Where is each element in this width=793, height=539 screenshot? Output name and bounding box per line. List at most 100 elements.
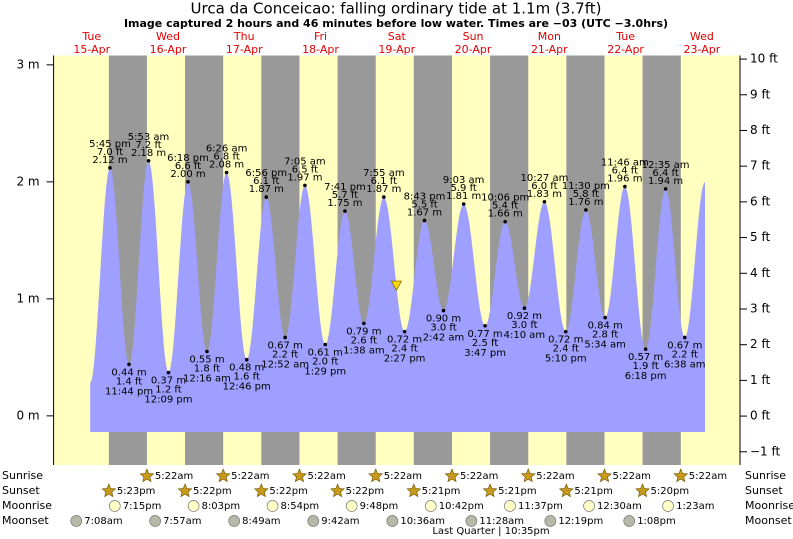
current-level-marker (390, 280, 403, 291)
height-label: 2.08 m (209, 160, 244, 171)
feet-label: 2.4 ft (391, 344, 417, 355)
y2-tick-label: 2 ft (750, 337, 770, 351)
event-time: 12:30am (597, 501, 642, 512)
event-time: 7:08am (84, 516, 122, 527)
extreme-point (264, 195, 269, 199)
y-tick-label: 0 m (16, 408, 39, 422)
day-name: Thu (233, 30, 255, 43)
extreme-point (323, 342, 328, 347)
moon-icon (386, 515, 399, 527)
time-label: 5:53 am (128, 132, 170, 143)
event-time: 5:21pm (422, 486, 461, 497)
time-label: 6:38 am (664, 359, 706, 370)
height-label: 1.87 m (366, 184, 401, 195)
sun-icon (101, 483, 117, 498)
time-label: 6:56 pm (245, 168, 287, 179)
event-time: 7:57am (163, 516, 201, 527)
height-label: 1.67 m (407, 207, 442, 218)
time-label: 12:09 pm (144, 395, 192, 406)
feet-label: 3.0 ft (511, 320, 537, 331)
y2-tick-label: 9 ft (750, 87, 770, 101)
height-label: 0.67 m (667, 340, 702, 351)
moon-icon (266, 500, 279, 512)
moon-icon (187, 500, 200, 512)
sun-icon (444, 468, 460, 483)
feet-label: 6.1 ft (253, 176, 279, 187)
event-time: 1:23am (676, 501, 714, 512)
feet-label: 2.5 ft (472, 338, 498, 349)
event-time: 10:36am (400, 516, 445, 527)
feet-label: 2.2 ft (672, 349, 698, 360)
time-label: 6:18 pm (167, 153, 209, 164)
height-label: 2.12 m (92, 155, 127, 166)
extreme-point (522, 306, 527, 311)
moon-icon (307, 515, 320, 527)
y2-tick-label: 0 ft (750, 409, 770, 423)
height-label: 0.90 m (426, 314, 461, 325)
time-label: 12:46 pm (223, 382, 271, 393)
event-time: 5:22pm (269, 486, 308, 497)
feet-label: 5.4 ft (492, 201, 518, 212)
extreme-point (224, 170, 229, 175)
height-label: 0.92 m (507, 311, 542, 322)
sun-icon (292, 468, 307, 483)
day-date: 17-Apr (226, 43, 263, 56)
event-time: 5:22am (689, 471, 727, 482)
time-label: 1:38 am (343, 345, 385, 356)
sun-icon (177, 483, 193, 498)
event-time: 10:42pm (439, 501, 484, 512)
time-label: 11:46 am (601, 158, 649, 169)
event-time: 8:54pm (281, 501, 320, 512)
row-label-right: Sunrise (745, 469, 786, 482)
moon-icon (544, 515, 557, 527)
y2-tick-label: 4 ft (750, 266, 770, 280)
row-label-left: Sunrise (2, 469, 43, 482)
feet-label: 5.9 ft (451, 183, 477, 194)
day-date: 16-Apr (150, 43, 187, 56)
sun-icon (597, 468, 612, 483)
height-label: 2.18 m (131, 148, 166, 159)
moon-icon (504, 500, 516, 512)
height-label: 1.83 m (527, 189, 562, 200)
height-label: 2.00 m (170, 169, 205, 180)
extreme-point (303, 183, 307, 188)
height-label: 1.87 m (249, 184, 284, 195)
day-name: Fri (314, 30, 327, 43)
y-tick-label: 3 m (16, 57, 39, 71)
height-label: 1.75 m (327, 198, 362, 209)
feet-label: 2.2 ft (272, 349, 298, 360)
event-time: 8:49am (242, 516, 280, 527)
day-date: 19-Apr (378, 43, 415, 56)
feet-label: 5.8 ft (573, 189, 599, 200)
feet-label: 1.8 ft (194, 364, 220, 375)
height-label: 0.67 m (268, 340, 303, 351)
y2-tick-label: 3 ft (750, 301, 770, 315)
event-time: 5:22am (307, 471, 345, 482)
extreme-point (584, 208, 588, 212)
height-label: 0.57 m (628, 352, 663, 363)
time-label: 6:26 am (206, 144, 248, 155)
extreme-point (127, 362, 131, 367)
y2-tick-label: −1 ft (750, 444, 781, 458)
feet-label: 6.6 ft (175, 161, 201, 172)
height-label: 0.77 m (467, 329, 502, 340)
sun-icon (139, 468, 155, 483)
event-time: 5:20pm (651, 486, 690, 497)
feet-label: 2.4 ft (553, 344, 579, 355)
y2-tick-label: 10 ft (750, 52, 778, 66)
row-label-right: Sunset (745, 484, 783, 497)
time-label: 6:18 pm (625, 371, 667, 382)
feet-label: 3.0 ft (430, 323, 456, 334)
height-label: 0.84 m (588, 321, 623, 332)
sun-icon (215, 468, 231, 483)
extreme-point (643, 347, 648, 351)
event-time: 5:22am (384, 471, 422, 482)
sun-icon (368, 468, 384, 483)
height-label: 0.48 m (229, 363, 264, 374)
extreme-point (362, 321, 366, 326)
event-time: 5:22am (536, 471, 574, 482)
time-label: 11:44 pm (105, 386, 153, 397)
event-time: 5:23pm (117, 486, 156, 497)
y2-tick-label: 1 ft (750, 373, 770, 387)
event-time: 11:28am (479, 516, 524, 527)
